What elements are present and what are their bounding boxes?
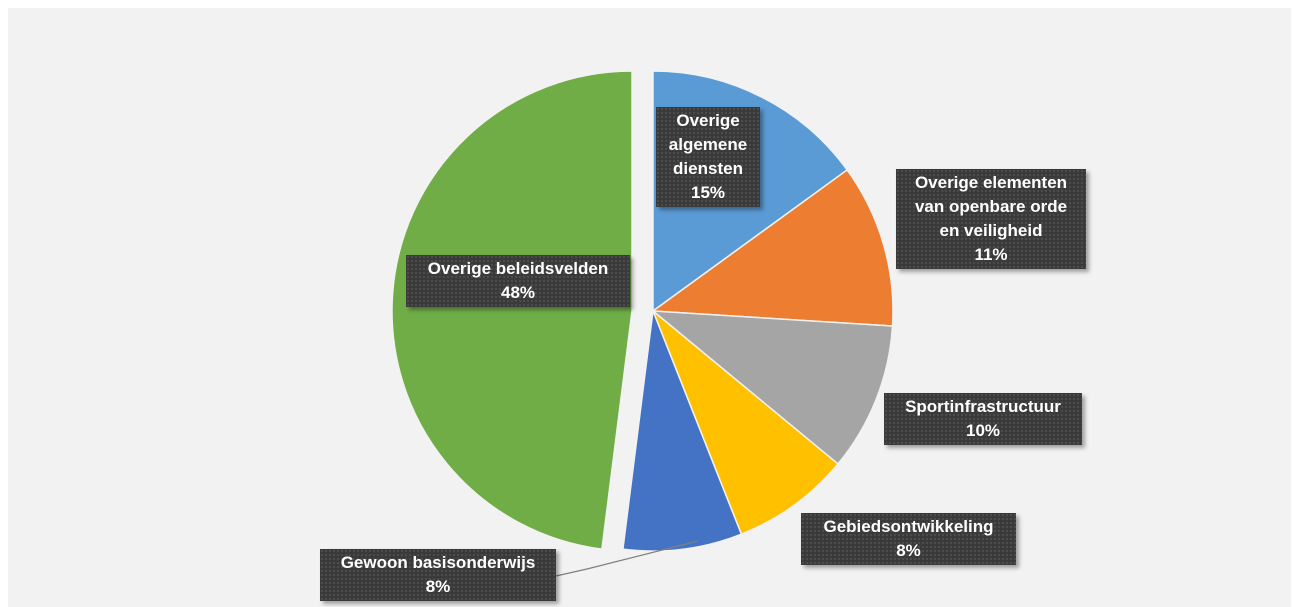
pie-slice-sportinfrastructuur — [650, 310, 894, 466]
pie-slice-overige-elementen-van-openbare-orde-en-veiligheid — [650, 168, 894, 327]
pie-slice-gewoon-basisonderwijs — [622, 310, 743, 552]
label-name-line: en veiligheid — [939, 221, 1043, 240]
label-name-line: diensten — [673, 159, 743, 178]
label-name-line: van openbare orde — [914, 197, 1068, 216]
label-overige-elementen-openbare-orde: Overige elementen van openbare orde en v… — [896, 169, 1086, 269]
label-sportinfrastructuur: Sportinfrastructuur 10% — [884, 393, 1082, 445]
label-gebiedsontwikkeling: Gebiedsontwikkeling 8% — [801, 513, 1016, 565]
label-value: 48% — [500, 283, 536, 302]
label-name-line: algemene — [668, 135, 748, 154]
label-gewoon-basisonderwijs: Gewoon basisonderwijs 8% — [320, 549, 556, 601]
label-value: 8% — [425, 577, 451, 596]
label-value: 11% — [974, 245, 1008, 264]
label-value: 15% — [690, 183, 726, 202]
label-name-line: Sportinfrastructuur — [905, 397, 1061, 416]
label-name-line: Gebiedsontwikkeling — [823, 517, 994, 536]
pie-slice-gebiedsontwikkeling — [652, 310, 839, 536]
label-overige-algemene-diensten: Overige algemene diensten 15% — [656, 107, 760, 207]
label-name-line: Gewoon basisonderwijs — [340, 553, 536, 572]
leader-line-gewoon-basisonderwijs — [555, 540, 699, 577]
pie-slice-overige-beleidsvelden — [391, 70, 633, 550]
label-name-line: Overige beleidsvelden — [427, 259, 609, 278]
label-overige-beleidsvelden: Overige beleidsvelden 48% — [406, 255, 630, 307]
label-name-line: Overige elementen — [914, 173, 1068, 192]
label-value: 8% — [896, 541, 921, 560]
label-name-line: Overige — [676, 111, 740, 130]
pie-chart — [391, 70, 894, 577]
label-value: 10% — [965, 421, 1001, 440]
chart-area: Overige algemene diensten 15% Overige el… — [8, 8, 1291, 607]
